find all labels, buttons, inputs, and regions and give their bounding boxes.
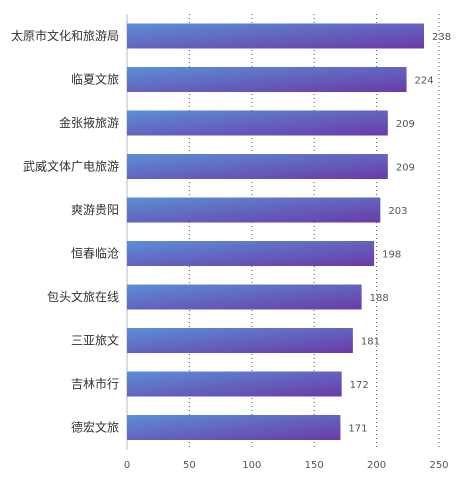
category-label: 德宏文旅 xyxy=(71,420,119,435)
bar xyxy=(127,328,353,353)
bar xyxy=(127,110,388,136)
category-label: 恒春临沧 xyxy=(71,246,119,261)
category-label: 太原市文化和旅游局 xyxy=(11,28,119,43)
category-label: 三亚旅文 xyxy=(71,333,119,348)
labels: 0 50 100 150 200 250 太原市文化和旅游局 238 临夏文旅 224 金张掖旅游 2… xyxy=(11,28,451,471)
bar xyxy=(127,415,341,440)
x-tick-label: 100 xyxy=(242,460,261,471)
bar xyxy=(127,197,381,223)
category-label: 包头文旅在线 xyxy=(47,289,119,304)
value-label: 181 xyxy=(361,337,380,348)
category-label: 爽游贵阳 xyxy=(71,203,119,217)
category-label: 临夏文旅 xyxy=(71,72,119,87)
x-tick-label: 200 xyxy=(367,460,386,471)
bar xyxy=(127,284,362,310)
x-tick-label: 150 xyxy=(305,460,324,471)
bar xyxy=(127,23,425,49)
bar xyxy=(127,154,388,179)
value-label: 224 xyxy=(415,76,434,87)
category-label: 武威文体广电旅游 xyxy=(23,159,119,174)
bar xyxy=(127,371,342,397)
bar xyxy=(127,67,407,92)
x-tick-label: 250 xyxy=(429,460,448,471)
bar xyxy=(127,241,375,266)
x-tick-label: 0 xyxy=(124,460,130,471)
category-label: 金张掖旅游 xyxy=(59,115,119,130)
value-label: 188 xyxy=(370,293,389,304)
value-label: 172 xyxy=(350,380,369,391)
value-label: 203 xyxy=(388,206,407,217)
value-label: 171 xyxy=(348,424,367,435)
x-tick-label: 50 xyxy=(183,460,196,471)
value-label: 209 xyxy=(396,119,415,130)
value-label: 238 xyxy=(432,32,451,43)
bars xyxy=(127,23,425,440)
category-label: 吉林市行 xyxy=(71,376,119,391)
value-label: 198 xyxy=(382,250,401,261)
value-label: 209 xyxy=(396,163,415,174)
